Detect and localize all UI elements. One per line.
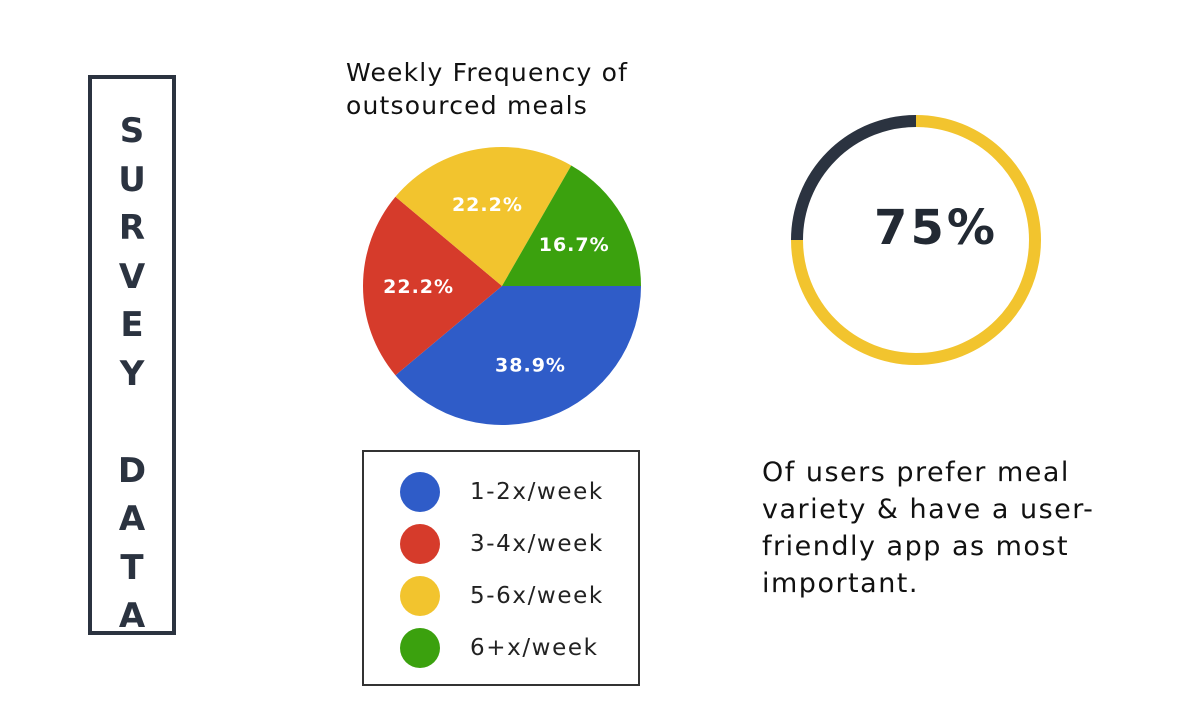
pie-chart-title-line: Weekly Frequency of: [346, 58, 629, 87]
pie-chart: 38.9% 22.2% 22.2% 16.7%: [363, 147, 641, 425]
ring-percentage-value: 75%: [874, 200, 998, 256]
pie-slice-5-6x-week: [395, 147, 572, 286]
title-letter: S: [119, 111, 145, 151]
caption-line: friendly app as most: [762, 531, 1070, 562]
title-letter: A: [118, 596, 146, 636]
legend-item: 6+x/week: [400, 628, 599, 668]
title-letter: U: [118, 159, 146, 200]
legend-label: 1-2x/week: [470, 479, 604, 505]
pie-slice-label: 22.2%: [452, 194, 523, 216]
pie-slice-label: 22.2%: [383, 276, 454, 298]
pie-chart-title-line: outsourced meals: [346, 91, 589, 120]
title-letter: T: [120, 547, 144, 588]
pie-legend: 1-2x/week 3-4x/week 5-6x/week 6+x/week: [362, 450, 640, 686]
legend-item: 3-4x/week: [400, 524, 604, 564]
caption-line: variety & have a user-: [762, 494, 1095, 525]
survey-data-title-box: S U R V E Y D A T A: [88, 75, 176, 636]
ring-filled-arc: [791, 115, 1041, 365]
legend-item: 1-2x/week: [400, 472, 604, 512]
legend-label: 6+x/week: [470, 635, 599, 661]
legend-item: 5-6x/week: [400, 576, 604, 616]
percentage-ring: [791, 115, 1041, 365]
pie-slice-label: 16.7%: [539, 234, 610, 256]
title-letter: D: [117, 450, 147, 491]
pie-slice-3-4x-week: [363, 196, 502, 376]
title-letter: A: [118, 499, 146, 539]
pie-chart-title: Weekly Frequency of outsourced meals: [346, 56, 676, 122]
pie-slice-label: 38.9%: [495, 354, 566, 376]
title-letter: V: [118, 256, 146, 297]
legend-swatch: [400, 628, 440, 668]
caption-line: important.: [762, 568, 919, 599]
title-letter: R: [118, 208, 146, 248]
legend-swatch: [400, 576, 440, 616]
ring-remaining-arc: [791, 115, 917, 241]
legend-swatch: [400, 524, 440, 564]
ring-caption: Of users prefer meal variety & have a us…: [762, 454, 1162, 602]
pie-slice-1-2x-week: [395, 286, 641, 425]
legend-swatch: [400, 472, 440, 512]
pie-slice-6-x-week: [502, 165, 641, 286]
title-letter: E: [120, 305, 144, 345]
caption-line: Of users prefer meal: [762, 457, 1070, 488]
title-letter-spacer: [92, 398, 172, 447]
title-letter: Y: [119, 353, 145, 394]
legend-label: 5-6x/week: [470, 583, 604, 609]
legend-label: 3-4x/week: [470, 531, 604, 557]
